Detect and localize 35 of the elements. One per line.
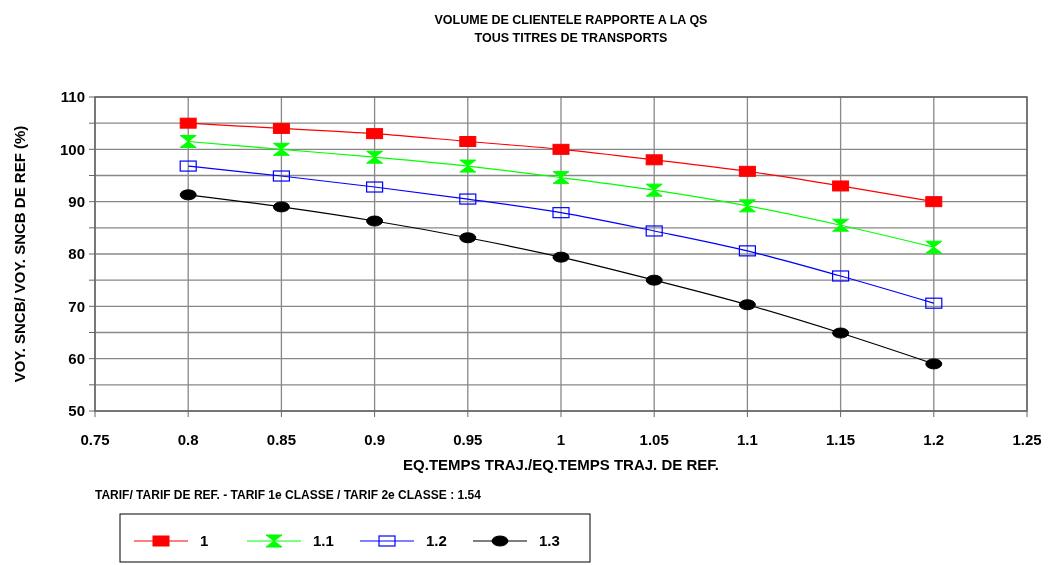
point — [459, 159, 477, 173]
x-tick-label: 1.15 — [826, 431, 856, 448]
point — [925, 240, 943, 254]
x-tick-label: 0.75 — [80, 431, 110, 448]
y-tick-label: 100 — [59, 140, 85, 158]
x-tick-label: 0.8 — [177, 431, 199, 448]
y-tick-label: 60 — [68, 349, 85, 367]
point — [366, 150, 384, 164]
y-tick-label: 80 — [68, 245, 85, 263]
legend-label: 1.3 — [539, 532, 560, 550]
y-tick-label: 50 — [68, 402, 85, 420]
legend-label: 1.1 — [313, 532, 334, 550]
y-tick-label: 70 — [68, 297, 85, 315]
x-tick-label: 0.85 — [266, 431, 296, 448]
x-tick-label: 1.1 — [736, 431, 758, 448]
x-tick-label: 1.2 — [923, 431, 945, 448]
x-tick-label: 0.95 — [453, 431, 483, 448]
chart-title: VOLUME DE CLIENTELE RAPPORTE A LA QS TOUS TITRES DE TRANSPORTS — [434, 13, 708, 45]
legend-label: 1.2 — [426, 532, 447, 550]
y-tick-label: 90 — [68, 192, 85, 210]
x-tick-label: 0.9 — [364, 431, 386, 448]
x-tick-label: 1.25 — [1012, 431, 1042, 448]
y-tick-label: 110 — [60, 88, 85, 106]
point — [832, 218, 850, 232]
x-axis-title: EQ.TEMPS TRAJ./EQ.TEMPS TRAJ. DE REF. — [403, 456, 719, 473]
text: TARIF/ TARIF DE REF. - TARIF 1e CLASSE / TARIF 2e CLASSE : 1.54 — [95, 488, 482, 502]
point — [272, 142, 290, 156]
y-axis-title: VOY. SNCB/ VOY. SNCB DE REF (%) — [11, 125, 28, 383]
point — [645, 183, 663, 197]
point — [738, 199, 756, 213]
point — [552, 171, 570, 185]
legend-label: 1 — [200, 532, 209, 550]
x-tick-label: 1 — [556, 431, 566, 448]
x-tick-label: 1.05 — [639, 431, 669, 448]
point — [179, 134, 197, 148]
